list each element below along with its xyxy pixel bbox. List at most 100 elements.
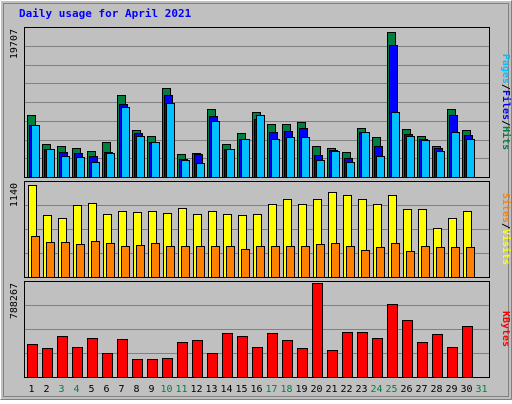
bar-kbytes-day-23 <box>357 332 368 378</box>
bar-pages-day-29 <box>451 132 460 178</box>
x-label-day-29: 29 <box>445 384 457 395</box>
bar-kbytes-day-13 <box>207 353 218 378</box>
bar-sites-day-15 <box>241 249 250 278</box>
bar-sites-day-13 <box>211 246 220 278</box>
bar-kbytes-day-12 <box>192 340 203 378</box>
bar-kbytes-day-30 <box>462 326 473 378</box>
bar-kbytes-day-1 <box>27 344 38 378</box>
bar-sites-day-6 <box>106 243 115 278</box>
bar-sites-day-19 <box>301 246 310 278</box>
bar-sites-day-21 <box>331 243 340 278</box>
bar-kbytes-day-26 <box>402 320 413 378</box>
bar-pages-day-7 <box>121 107 130 178</box>
bar-kbytes-day-27 <box>417 342 428 378</box>
bar-pages-day-18 <box>286 137 295 178</box>
bar-kbytes-day-2 <box>42 348 53 378</box>
bar-kbytes-day-3 <box>57 336 68 378</box>
bar-kbytes-day-16 <box>252 347 263 378</box>
x-label-day-20: 20 <box>310 384 322 395</box>
bar-pages-day-16 <box>256 115 265 178</box>
bar-sites-day-4 <box>76 244 85 278</box>
x-label-day-10: 10 <box>160 384 172 395</box>
x-label-day-12: 12 <box>190 384 202 395</box>
x-label-day-24: 24 <box>370 384 382 395</box>
bar-sites-day-27 <box>421 246 430 278</box>
y-max-label: 1140 <box>9 183 20 207</box>
x-label-day-21: 21 <box>325 384 337 395</box>
legend-label-pages: Pages <box>500 54 511 84</box>
bar-sites-day-18 <box>286 246 295 278</box>
bar-sites-day-22 <box>346 246 355 278</box>
bar-pages-day-28 <box>436 151 445 178</box>
bar-sites-day-16 <box>256 246 265 278</box>
x-label-day-16: 16 <box>250 384 262 395</box>
bar-pages-day-27 <box>421 140 430 178</box>
bar-pages-day-12 <box>196 163 205 178</box>
bar-kbytes-day-18 <box>282 340 293 378</box>
bar-pages-day-5 <box>91 162 100 178</box>
legend-label-kbytes: KBytes <box>500 311 511 347</box>
bar-pages-day-13 <box>211 121 220 178</box>
x-label-day-1: 1 <box>28 384 34 395</box>
bar-pages-day-20 <box>316 160 325 178</box>
bar-kbytes-day-15 <box>237 336 248 378</box>
bar-pages-day-21 <box>331 151 340 178</box>
bar-pages-day-2 <box>46 149 55 178</box>
bar-kbytes-day-4 <box>72 347 83 378</box>
bar-pages-day-9 <box>151 142 160 178</box>
bar-sites-day-5 <box>91 241 100 278</box>
bar-sites-day-26 <box>406 251 415 278</box>
bar-pages-day-1 <box>31 125 40 178</box>
x-label-day-2: 2 <box>43 384 49 395</box>
bar-pages-day-19 <box>301 137 310 178</box>
x-label-day-27: 27 <box>415 384 427 395</box>
panel-kbytes: 788267 KBytes <box>9 281 511 378</box>
x-label-day-26: 26 <box>400 384 412 395</box>
legend-separator: / <box>500 120 511 126</box>
bar-sites-day-10 <box>166 246 175 278</box>
bar-kbytes-day-10 <box>162 358 173 378</box>
bar-sites-day-28 <box>436 247 445 278</box>
legend-label-hits: Hits <box>500 126 512 150</box>
x-label-day-14: 14 <box>220 384 232 395</box>
chart-title: Daily usage for April 2021 <box>19 7 192 20</box>
bar-sites-day-9 <box>151 243 160 278</box>
x-label-day-23: 23 <box>355 384 367 395</box>
bar-pages-day-6 <box>106 153 115 178</box>
bar-kbytes-day-21 <box>327 350 338 378</box>
bar-sites-day-20 <box>316 244 325 278</box>
bar-pages-day-3 <box>61 156 70 178</box>
y-max-label: 19707 <box>9 29 20 59</box>
legend-label-files: Files <box>500 90 512 120</box>
bar-pages-day-4 <box>76 157 85 178</box>
x-label-day-19: 19 <box>295 384 307 395</box>
bar-kbytes-day-6 <box>102 353 113 378</box>
bar-sites-day-24 <box>376 247 385 278</box>
bar-kbytes-day-5 <box>87 338 98 378</box>
x-label-day-9: 9 <box>148 384 154 395</box>
x-label-day-30: 30 <box>460 384 472 395</box>
bar-kbytes-day-9 <box>147 359 158 378</box>
bar-sites-day-17 <box>271 246 280 278</box>
x-label-day-25: 25 <box>385 384 397 395</box>
bar-sites-day-7 <box>121 246 130 278</box>
bar-sites-day-23 <box>361 250 370 278</box>
bar-pages-day-23 <box>361 132 370 178</box>
bar-kbytes-day-22 <box>342 332 353 378</box>
bar-kbytes-day-29 <box>447 347 458 378</box>
bar-pages-day-25 <box>391 112 400 178</box>
x-label-day-18: 18 <box>280 384 292 395</box>
x-label-day-22: 22 <box>340 384 352 395</box>
legend-separator: / <box>500 223 511 229</box>
x-label-day-3: 3 <box>58 384 64 395</box>
bar-kbytes-day-25 <box>387 304 398 378</box>
x-label-day-28: 28 <box>430 384 442 395</box>
bar-pages-day-15 <box>241 139 250 178</box>
bar-pages-day-22 <box>346 162 355 178</box>
bar-pages-day-17 <box>271 139 280 178</box>
bar-sites-day-3 <box>61 242 70 278</box>
x-label-day-15: 15 <box>235 384 247 395</box>
